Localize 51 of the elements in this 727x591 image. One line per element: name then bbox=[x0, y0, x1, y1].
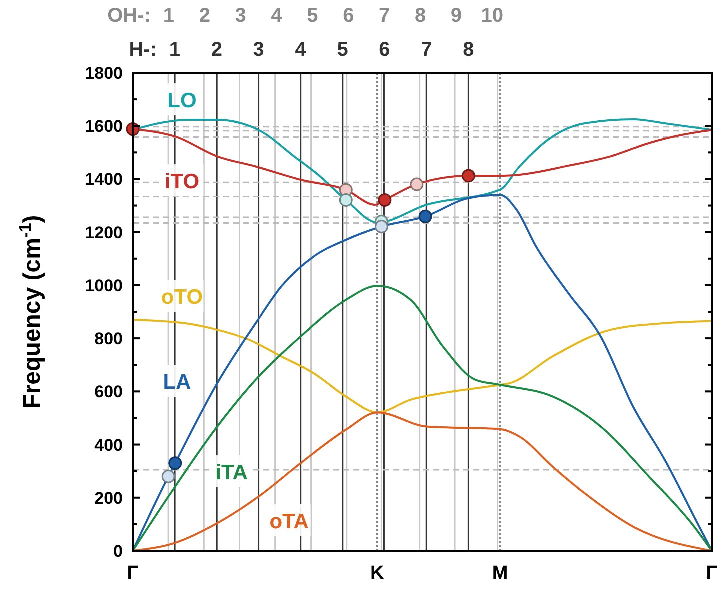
x2-tick-label: 5 bbox=[337, 39, 348, 61]
series-label: oTO bbox=[161, 286, 204, 310]
x-tick-label: 7 bbox=[379, 5, 390, 27]
series-label: iTO bbox=[164, 170, 200, 194]
y-tick-label: 1600 bbox=[85, 117, 123, 136]
x-axis-title: OH-: bbox=[108, 5, 151, 27]
x2-tick-label: 4 bbox=[295, 39, 308, 61]
x-tick-label: 5 bbox=[307, 5, 318, 27]
x-tick-label: 10 bbox=[481, 5, 504, 27]
line-series bbox=[132, 318, 713, 414]
point bbox=[339, 193, 353, 207]
point bbox=[162, 470, 176, 484]
x2-tick-label: 1 bbox=[169, 39, 181, 61]
series-label: oTA bbox=[270, 510, 309, 534]
series-label: iTA bbox=[216, 461, 248, 484]
x-tick-label: 8 bbox=[414, 5, 426, 27]
y-tick-label: 1200 bbox=[85, 223, 123, 242]
x-tick-label: 3 bbox=[235, 5, 246, 27]
x-tick-label: 2 bbox=[199, 5, 210, 27]
series-label: LO bbox=[168, 90, 197, 113]
y-tick-label: 200 bbox=[94, 488, 123, 508]
x2-axis-title: H-: bbox=[129, 39, 157, 61]
x2-tick-label: 6 bbox=[379, 39, 390, 61]
x-tick-label: 1 bbox=[163, 5, 175, 27]
series-label: LA bbox=[163, 371, 192, 394]
line-series bbox=[132, 284, 713, 552]
annotation: Γ bbox=[127, 563, 140, 584]
y-tick-label: 600 bbox=[94, 382, 123, 402]
ref-line-label: K bbox=[370, 563, 385, 584]
x2-tick-label: 2 bbox=[211, 39, 222, 61]
x-tick-label: 9 bbox=[450, 5, 462, 27]
point bbox=[374, 220, 388, 234]
y-tick-label: 1000 bbox=[85, 276, 123, 296]
y-tick-label: 0 bbox=[114, 542, 123, 561]
point bbox=[462, 169, 476, 183]
line-series bbox=[132, 412, 713, 552]
x2-tick-label: 8 bbox=[463, 39, 474, 61]
point bbox=[410, 178, 424, 192]
point bbox=[168, 456, 182, 470]
x2-tick-label: 7 bbox=[421, 39, 432, 61]
x-tick-label: 6 bbox=[343, 5, 354, 27]
annotation: Γ bbox=[706, 563, 718, 584]
x-tick-label: 4 bbox=[271, 5, 284, 27]
y-tick-label: 1800 bbox=[85, 64, 123, 83]
point bbox=[378, 193, 392, 207]
y-tick-label: 400 bbox=[94, 436, 123, 455]
ref-line-label: M bbox=[492, 563, 508, 584]
y-tick-label: 800 bbox=[94, 330, 123, 349]
x2-tick-label: 3 bbox=[253, 39, 264, 61]
point bbox=[418, 210, 432, 224]
y-tick-label: 1400 bbox=[85, 170, 123, 190]
